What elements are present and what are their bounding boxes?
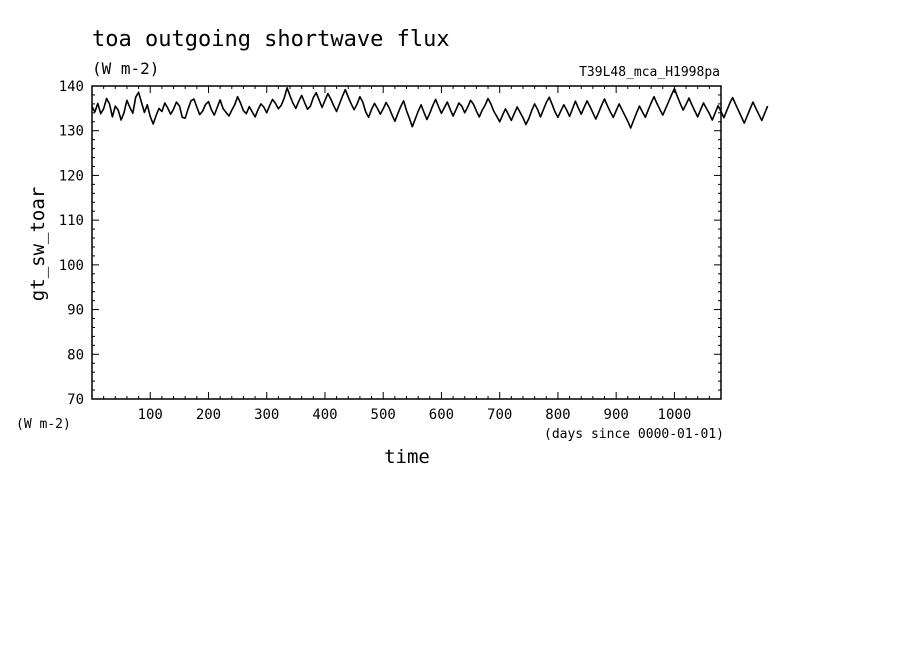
- x-tick-label: 100: [138, 407, 163, 423]
- y-tick-label: 110: [59, 213, 84, 229]
- y-tick-label: 120: [59, 168, 84, 184]
- x-tick-label: 400: [312, 407, 337, 423]
- chart-title: toa outgoing shortwave flux: [92, 27, 450, 52]
- y-tick-label: 80: [67, 347, 84, 363]
- y-tick-label: 140: [59, 79, 84, 95]
- y-tick-label: 130: [59, 124, 84, 140]
- x-tick-label: 700: [487, 407, 512, 423]
- y-axis-label: gt_sw_toar: [27, 187, 49, 301]
- title-units: (W m-2): [92, 59, 159, 78]
- x-tick-label: 500: [371, 407, 396, 423]
- x-tick-label: 1000: [658, 407, 692, 423]
- series-line: [91, 87, 769, 129]
- x-axis-units: (days since 0000-01-01): [544, 427, 724, 442]
- x-axis-label: time: [384, 446, 430, 468]
- axis-tick-labels: 70 80 90 100 110 120 130 140 100 200 300 400 500 600 7…: [59, 79, 692, 423]
- x-tick-label: 800: [545, 407, 570, 423]
- x-tick-label: 300: [254, 407, 279, 423]
- x-tick-label: 900: [604, 407, 629, 423]
- y-tick-label: 90: [67, 303, 84, 319]
- x-tick-label: 600: [429, 407, 454, 423]
- y-tick-label: 70: [67, 392, 84, 408]
- y-tick-label: 100: [59, 258, 84, 274]
- x-tick-label: 200: [196, 407, 221, 423]
- y-axis-units: (W m-2): [16, 417, 71, 432]
- plot-frame: [91, 85, 722, 400]
- run-label: T39L48_mca_H1998pa: [579, 65, 720, 80]
